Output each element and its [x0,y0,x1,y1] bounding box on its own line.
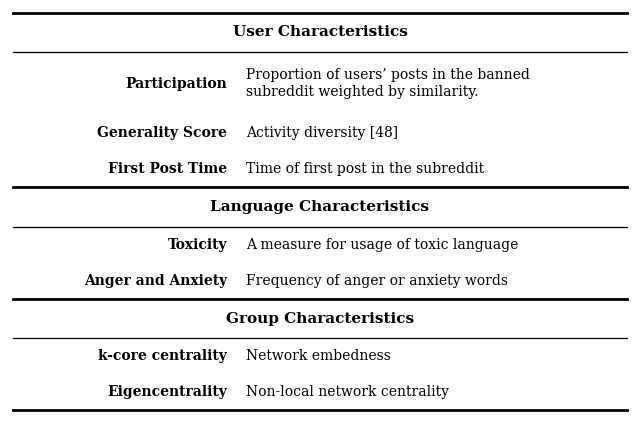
Text: Proportion of users’ posts in the banned
subreddit weighted by similarity.: Proportion of users’ posts in the banned… [246,68,531,99]
Text: User Characteristics: User Characteristics [232,25,408,39]
Text: First Post Time: First Post Time [108,162,227,176]
Text: Anger and Anxiety: Anger and Anxiety [84,274,227,288]
Text: Toxicity: Toxicity [168,238,227,252]
Text: Participation: Participation [125,77,227,91]
Text: Language Characteristics: Language Characteristics [211,200,429,214]
Text: A measure for usage of toxic language: A measure for usage of toxic language [246,238,519,252]
Text: Frequency of anger or anxiety words: Frequency of anger or anxiety words [246,274,508,288]
Text: Network embedness: Network embedness [246,349,391,363]
Text: k-core centrality: k-core centrality [99,349,227,363]
Text: Group Characteristics: Group Characteristics [226,312,414,326]
Text: Time of first post in the subreddit: Time of first post in the subreddit [246,162,484,176]
Text: Activity diversity [48]: Activity diversity [48] [246,126,399,140]
Text: Non-local network centrality: Non-local network centrality [246,385,449,399]
Text: Eigencentrality: Eigencentrality [108,385,227,399]
Text: Generality Score: Generality Score [97,126,227,140]
